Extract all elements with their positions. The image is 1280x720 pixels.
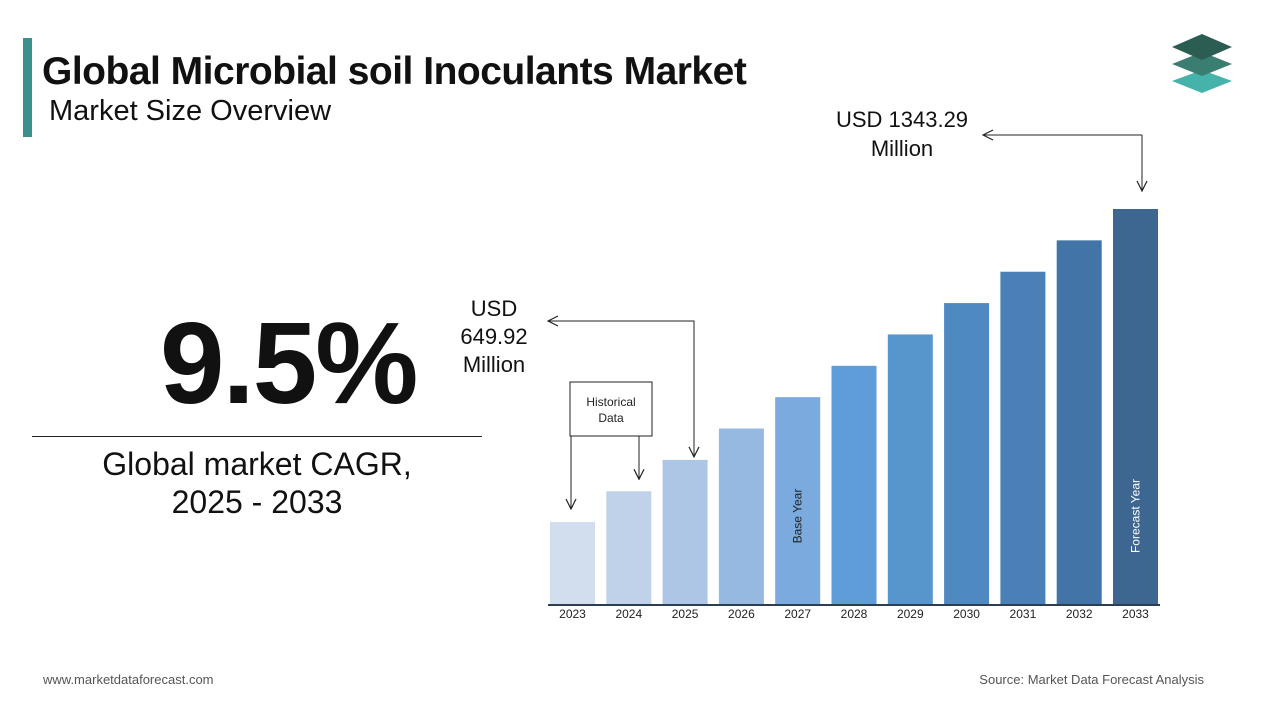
value-2025-label: Million (463, 352, 525, 377)
cagr-value: 9.5% (160, 298, 418, 428)
x-tick-label: 2030 (953, 607, 980, 621)
page-title: Global Microbial soil Inoculants Market (42, 50, 747, 93)
value-2025-label: 649.92 (460, 324, 527, 349)
value-2033-label: USD 1343.29 (836, 107, 968, 132)
bar-2032 (1056, 240, 1102, 606)
title-accent-bar (23, 38, 32, 137)
cagr-label-line1: Global market CAGR, (102, 446, 412, 482)
x-tick-label: 2026 (728, 607, 755, 621)
bar-2031 (1000, 271, 1046, 605)
cagr-divider (32, 436, 482, 437)
historical-data-label: Data (598, 411, 624, 425)
bar-2024 (606, 491, 652, 605)
bar-2027 (775, 397, 821, 605)
footer-website: www.marketdataforecast.com (43, 672, 214, 687)
value-2025-label: USD (471, 296, 517, 321)
base-year-label: Base Year (791, 489, 805, 544)
cagr-label: Global market CAGR, 2025 - 2033 (32, 445, 482, 521)
bar-2026 (718, 428, 764, 605)
bar-2025 (662, 459, 708, 605)
x-tick-label: 2024 (615, 607, 642, 621)
x-tick-label: 2028 (841, 607, 868, 621)
bar-2023 (550, 521, 595, 605)
x-tick-label: 2025 (672, 607, 699, 621)
bar-2033 (1113, 209, 1158, 605)
x-tick-label: 2032 (1066, 607, 1093, 621)
cagr-label-line2: 2025 - 2033 (171, 484, 343, 520)
historical-data-box (569, 381, 653, 437)
x-tick-label: 2029 (897, 607, 924, 621)
footer-source: Source: Market Data Forecast Analysis (979, 672, 1204, 687)
bar-2029 (887, 334, 933, 605)
historical-data-label: Historical (586, 395, 635, 409)
x-tick-label: 2027 (784, 607, 811, 621)
forecast-year-label: Forecast Year (1129, 479, 1143, 553)
x-tick-label: 2033 (1122, 607, 1149, 621)
page-subtitle: Market Size Overview (49, 95, 332, 127)
value-2033-label: Million (871, 136, 933, 161)
bar-2030 (944, 303, 990, 605)
x-tick-label: 2023 (559, 607, 586, 621)
x-tick-label: 2031 (1010, 607, 1037, 621)
layered-stack-logo-icon (1172, 34, 1232, 93)
bar-2028 (831, 365, 877, 605)
